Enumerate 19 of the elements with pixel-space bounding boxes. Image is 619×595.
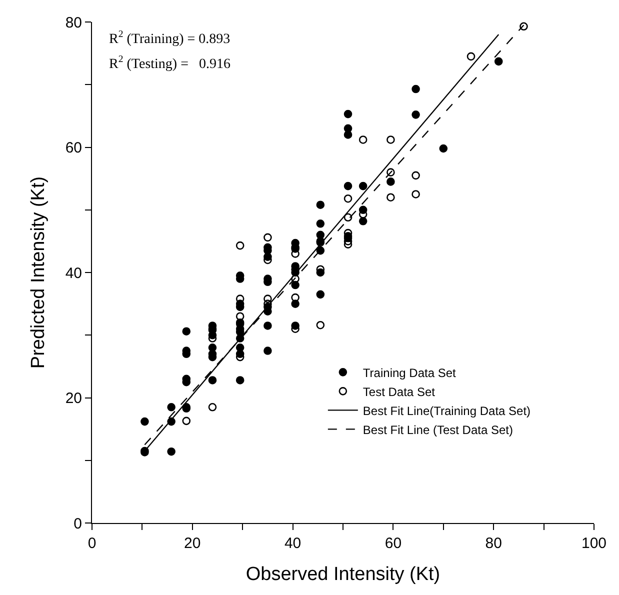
y-tick-label: 40 xyxy=(65,264,82,282)
x-axis-title: Observed Intensity (Kt) xyxy=(246,564,440,585)
legend-label: Test Data Set xyxy=(362,384,436,399)
x-tick-label: 0 xyxy=(88,535,96,552)
x-tick-label: 60 xyxy=(384,535,402,552)
x-tick-label: 20 xyxy=(184,535,201,552)
legend-label: Training Data Set xyxy=(362,366,457,380)
legend-label: Best Fit Line (Test Data Set) xyxy=(362,422,513,437)
annotation: R$^{2}$ (Training) = 0.893 xyxy=(109,29,230,47)
annotation: R$^{2}$ (Testing) = 0.916 xyxy=(109,54,230,72)
y-tick-label: 0 xyxy=(74,515,82,532)
x-tick-label: 40 xyxy=(284,535,302,552)
legend-label: Best Fit Line(Training Data Set) xyxy=(362,404,531,418)
y-tick-label: 60 xyxy=(65,140,82,156)
x-tick-label: 80 xyxy=(485,535,502,552)
y-tick-label: 80 xyxy=(65,14,82,32)
y-tick-label: 20 xyxy=(65,390,82,407)
x-tick-label: 100 xyxy=(581,535,607,552)
y-axis-title: Predicted Intensity (Kt) xyxy=(28,176,50,369)
